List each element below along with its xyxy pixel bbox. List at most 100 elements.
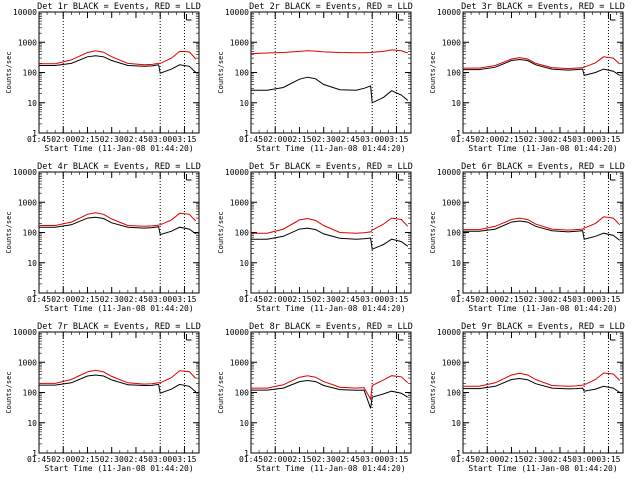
x-tick-label: 02:45 (124, 135, 148, 144)
x-tick-label: 03:00 (572, 455, 596, 464)
y-axis-label: Counts/sec (429, 51, 437, 93)
y-tick-label: 10 (239, 259, 249, 268)
series-lld-line (251, 217, 409, 234)
y-tick-label: 10 (451, 259, 461, 268)
chart-panel-6: Det 6r BLACK = Events, RED = LLD 1 10 100 10… (429, 162, 625, 313)
series-events-line (39, 374, 197, 394)
y-tick-label: 10 (451, 419, 461, 428)
chart-panel-8: Det 8r BLACK = Events, RED = LLD 1 10 100 10… (217, 322, 413, 473)
y-axis-label: Counts/sec (429, 371, 437, 413)
y-tick-label: 1 (456, 289, 461, 298)
series-events-line (463, 220, 621, 241)
chart-title: Det 8r BLACK = Events, RED = LLD (249, 322, 413, 332)
x-tick-label: 02:15 (287, 135, 311, 144)
x-tick-label: 02:45 (124, 455, 148, 464)
y-tick-label: 100 (235, 69, 250, 78)
chart-title: Det 5r BLACK = Events, RED = LLD (249, 162, 413, 172)
x-tick-label: 01:45 (451, 455, 475, 464)
series-lld-line (39, 50, 197, 66)
x-tick-label: 02:15 (75, 135, 99, 144)
chart-title: Det 2r BLACK = Events, RED = LLD (249, 2, 413, 12)
chart-panel-9: Det 9r BLACK = Events, RED = LLD 1 10 100 10… (429, 322, 625, 473)
x-tick-label: 03:15 (384, 455, 408, 464)
x-tick-label: 02:00 (51, 455, 75, 464)
series-events-line (251, 76, 409, 104)
x-tick-label: 02:00 (263, 135, 287, 144)
x-axis-label: Start Time (11-Jan-08 01:44:20) (44, 144, 193, 153)
x-tick-label: 02:00 (475, 455, 499, 464)
y-tick-label: 10000 (13, 328, 37, 337)
y-tick-label: 10 (239, 419, 249, 428)
x-tick-label: 02:00 (263, 295, 287, 304)
x-tick-label: 02:45 (336, 295, 360, 304)
x-tick-label: 03:15 (172, 135, 196, 144)
x-tick-label: 02:15 (287, 455, 311, 464)
x-axis-label: Start Time (11-Jan-08 01:44:20) (256, 144, 405, 153)
y-tick-label: 10000 (437, 168, 461, 177)
chart-title: Det 3r BLACK = Events, RED = LLD (461, 2, 625, 12)
x-axis-label: Start Time (11-Jan-08 01:44:20) (468, 464, 617, 473)
chart-panel-2: Det 2r BLACK = Events, RED = LLD 1 10 100 10… (217, 2, 413, 153)
x-tick-label: 01:45 (27, 135, 51, 144)
y-tick-label: 1000 (230, 358, 249, 367)
x-tick-label: 03:15 (172, 295, 196, 304)
y-tick-label: 100 (447, 229, 462, 238)
x-tick-label: 02:00 (263, 455, 287, 464)
y-tick-label: 10000 (437, 328, 461, 337)
y-tick-label: 1 (244, 449, 249, 458)
x-tick-label: 03:15 (384, 295, 408, 304)
series-events-line (463, 58, 621, 77)
chart-panel-3: Det 3r BLACK = Events, RED = LLD 1 10 100 10… (429, 2, 625, 153)
y-tick-label: 10 (27, 259, 37, 268)
x-tick-label: 02:30 (100, 295, 124, 304)
y-tick-label: 1000 (230, 38, 249, 47)
series-events-line (39, 216, 197, 236)
x-tick-label: 02:30 (312, 295, 336, 304)
annotation-label: L (405, 174, 409, 182)
y-tick-label: 10000 (225, 168, 249, 177)
x-axis-label: Start Time (11-Jan-08 01:44:20) (468, 144, 617, 153)
y-tick-label: 1000 (442, 358, 461, 367)
x-tick-label: 03:15 (172, 455, 196, 464)
y-tick-label: 10 (27, 99, 37, 108)
series-events-line (39, 55, 197, 74)
chart-title: Det 9r BLACK = Events, RED = LLD (461, 322, 625, 332)
x-tick-label: 03:00 (360, 455, 384, 464)
y-tick-label: 100 (23, 389, 38, 398)
chart-title: Det 7r BLACK = Events, RED = LLD (37, 322, 201, 332)
plot-frame (462, 11, 624, 134)
x-tick-label: 03:00 (572, 295, 596, 304)
annotation-label: L (193, 14, 197, 22)
x-tick-label: 02:30 (312, 455, 336, 464)
annotation-label: L (193, 334, 197, 342)
y-tick-label: 100 (235, 389, 250, 398)
y-axis-label: Counts/sec (5, 371, 13, 413)
chart-title: Det 6r BLACK = Events, RED = LLD (461, 162, 625, 172)
series-lld-line (463, 216, 621, 231)
x-tick-label: 01:45 (27, 295, 51, 304)
y-tick-label: 1 (456, 129, 461, 138)
y-tick-label: 1000 (18, 198, 37, 207)
x-tick-label: 02:00 (51, 135, 75, 144)
annotation-label: L (617, 174, 621, 182)
x-axis-label: Start Time (11-Jan-08 01:44:20) (468, 304, 617, 313)
y-axis-label: Counts/sec (217, 51, 225, 93)
x-tick-label: 01:45 (451, 135, 475, 144)
y-axis-label: Counts/sec (5, 51, 13, 93)
x-axis-label: Start Time (11-Jan-08 01:44:20) (44, 304, 193, 313)
y-tick-label: 1 (244, 289, 249, 298)
y-tick-label: 1 (32, 129, 37, 138)
annotation-label: L (405, 334, 409, 342)
x-tick-label: 02:15 (75, 455, 99, 464)
chart-title: Det 4r BLACK = Events, RED = LLD (37, 162, 201, 172)
x-tick-label: 01:45 (27, 455, 51, 464)
x-tick-label: 02:15 (499, 135, 523, 144)
x-tick-label: 02:15 (75, 295, 99, 304)
series-lld-line (250, 49, 408, 55)
y-tick-label: 100 (235, 229, 250, 238)
x-tick-label: 02:30 (312, 135, 336, 144)
y-tick-label: 1 (32, 449, 37, 458)
series-lld-line (463, 56, 621, 70)
annotation-label: L (193, 174, 197, 182)
